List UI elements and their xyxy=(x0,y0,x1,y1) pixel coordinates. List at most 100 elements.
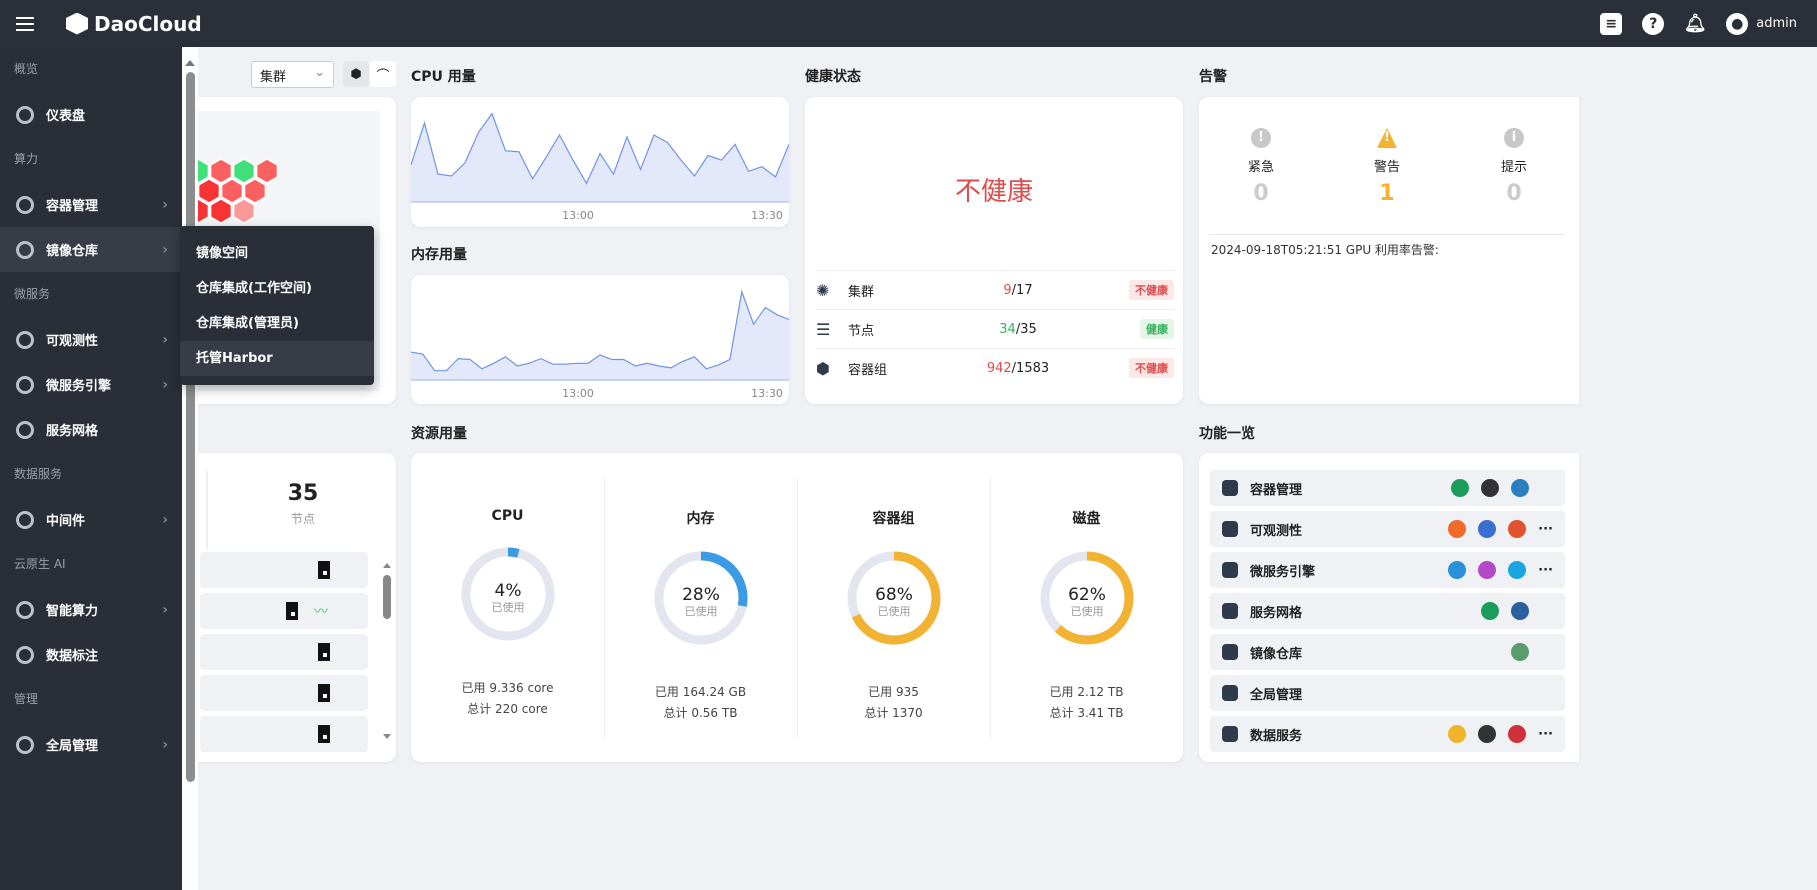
app-icon[interactable] xyxy=(1481,602,1499,620)
cluster-hex[interactable] xyxy=(232,158,256,184)
resource-3: 磁盘 62% 已使用 已用 2.12 TB 总计 3.41 TB xyxy=(990,470,1183,724)
series-line xyxy=(410,289,790,372)
feature-row[interactable]: 微服务引擎 ··· xyxy=(1210,552,1565,588)
submenu-item[interactable]: 仓库集成(工作空间) xyxy=(196,281,312,296)
cluster-hex[interactable] xyxy=(220,178,244,204)
cluster-hex[interactable] xyxy=(255,158,279,184)
feature-row[interactable]: 可观测性 ··· xyxy=(1210,511,1565,547)
hamburger-menu-icon[interactable] xyxy=(16,16,34,31)
more-icon[interactable]: ··· xyxy=(1538,521,1553,537)
app-icon[interactable] xyxy=(1451,479,1469,497)
resource-name: 容器组 xyxy=(872,511,915,527)
sidebar-item[interactable]: 可观测性 › xyxy=(0,317,182,362)
chevron-right-icon: › xyxy=(162,331,168,348)
sidebar-item[interactable]: 数据标注 xyxy=(0,632,182,677)
hex-view-toggle-icon[interactable]: ⬢ xyxy=(343,61,369,87)
cluster-hex[interactable] xyxy=(209,158,233,184)
alert-critical[interactable]: ! 紧急 0 xyxy=(1211,125,1311,206)
health-total: /17 xyxy=(1011,282,1033,298)
list-item[interactable] xyxy=(200,675,368,711)
sidebar-item[interactable]: 智能算力 › xyxy=(0,587,182,632)
gauge-view-toggle-icon[interactable]: ⌒ xyxy=(370,61,396,87)
alert-warning[interactable]: ! 警告 1 xyxy=(1337,125,1437,206)
app-icon[interactable] xyxy=(1448,520,1467,538)
health-row[interactable]: ⬢ 容器组 942/1583 不健康 xyxy=(816,348,1174,387)
select-value: 集群 xyxy=(260,70,287,85)
chevron-right-icon: › xyxy=(162,241,168,258)
sidebar-item-label: 容器管理 xyxy=(46,199,99,214)
resources-title: 资源用量 xyxy=(411,426,467,442)
sidebar-item[interactable]: 全局管理 › xyxy=(0,722,182,767)
status-badge: 健康 xyxy=(1140,319,1174,339)
list-scrollbar[interactable] xyxy=(380,551,394,751)
app-icon[interactable] xyxy=(1508,520,1527,538)
feature-name: 容器管理 xyxy=(1250,482,1303,498)
app-icon[interactable] xyxy=(1448,725,1467,743)
list-item[interactable] xyxy=(200,552,368,588)
app-icon[interactable] xyxy=(1511,479,1529,497)
list-item[interactable] xyxy=(200,716,368,752)
health-row[interactable]: ✺ 集群 9/17 不健康 xyxy=(816,270,1174,309)
cluster-hex[interactable] xyxy=(198,158,210,184)
sidebar-item[interactable]: 仪表盘 xyxy=(0,92,182,137)
app-icon[interactable] xyxy=(1478,520,1497,538)
sidebar-item[interactable]: 容器管理 › xyxy=(0,182,182,227)
usage-donut: 4%已使用 xyxy=(461,547,554,641)
cluster-hex[interactable] xyxy=(243,178,267,204)
user-menu[interactable]: ● admin xyxy=(1726,12,1797,35)
submenu-item[interactable]: 托管Harbor xyxy=(180,341,374,376)
health-count: 942 xyxy=(986,360,1012,376)
total-value: 总计 3.41 TB xyxy=(1049,706,1124,720)
sidebar-item[interactable]: 中间件 › xyxy=(0,497,182,542)
more-icon[interactable]: ··· xyxy=(1538,562,1553,578)
resource-name: 内存 xyxy=(686,511,715,527)
submenu-item[interactable]: 镜像空间 xyxy=(196,246,249,261)
sidebar-section-label: 微服务 xyxy=(14,287,51,301)
latest-alert[interactable]: 2024-09-18T05:21:51 GPU 利用率告警: xyxy=(1211,243,1439,257)
ai-icon xyxy=(16,600,34,619)
help-icon[interactable]: ? xyxy=(1642,12,1665,35)
app-icon[interactable] xyxy=(1508,725,1527,743)
feature-row[interactable]: 数据服务 ··· xyxy=(1210,716,1565,752)
feature-row[interactable]: 全局管理 xyxy=(1210,675,1565,711)
cluster-hex[interactable] xyxy=(198,178,221,204)
submenu-item[interactable]: 仓库集成(管理员) xyxy=(196,316,299,331)
sidebar-item[interactable]: 镜像仓库 › xyxy=(0,227,182,272)
app-icon[interactable] xyxy=(1448,561,1467,579)
sidebar-item[interactable]: 微服务引擎 › xyxy=(0,362,182,407)
scroll-up-icon[interactable] xyxy=(185,55,195,66)
usage-percent: 62% xyxy=(1068,585,1106,605)
list-item[interactable]: 〰 xyxy=(200,593,368,629)
list-item[interactable] xyxy=(200,634,368,670)
chevron-down-icon: ⌄ xyxy=(314,65,325,80)
app-icon[interactable] xyxy=(1508,561,1527,579)
feature-name: 全局管理 xyxy=(1250,687,1303,703)
scrollbar-thumb[interactable] xyxy=(186,72,195,782)
cluster-hex[interactable] xyxy=(232,198,256,224)
cluster-hex[interactable] xyxy=(198,198,210,224)
cluster-hex[interactable] xyxy=(209,198,233,224)
app-icon[interactable] xyxy=(1478,725,1497,743)
sidebar-section-label: 管理 xyxy=(14,692,39,706)
feature-name: 服务网格 xyxy=(1250,605,1303,621)
logo[interactable]: DaoCloud xyxy=(66,12,202,36)
health-row[interactable]: ☰ 节点 34/35 健康 xyxy=(816,309,1174,348)
feature-row[interactable]: 镜像仓库 xyxy=(1210,634,1565,670)
message-icon[interactable]: ≡ xyxy=(1600,12,1623,35)
app-icon[interactable] xyxy=(1511,643,1529,661)
cluster-select[interactable]: 集群 ⌄ xyxy=(251,61,334,88)
feature-row[interactable]: 服务网格 xyxy=(1210,593,1565,629)
app-icon[interactable] xyxy=(1481,479,1499,497)
alert-info[interactable]: i 提示 0 xyxy=(1464,125,1564,206)
sidebar-scrollbar[interactable] xyxy=(182,47,198,890)
sidebar-item[interactable]: 服务网格 xyxy=(0,407,182,452)
app-icon[interactable] xyxy=(1511,602,1529,620)
x-tick-label: 13:30 xyxy=(751,387,783,400)
area-fill xyxy=(411,113,789,202)
feature-row[interactable]: 容器管理 xyxy=(1210,470,1565,506)
more-icon[interactable]: ··· xyxy=(1538,726,1553,742)
gpu-icon xyxy=(286,602,298,620)
app-icon[interactable] xyxy=(1478,561,1497,579)
scrollbar-thumb[interactable] xyxy=(383,575,391,619)
bell-icon[interactable]: 🔔︎ xyxy=(1683,13,1707,34)
